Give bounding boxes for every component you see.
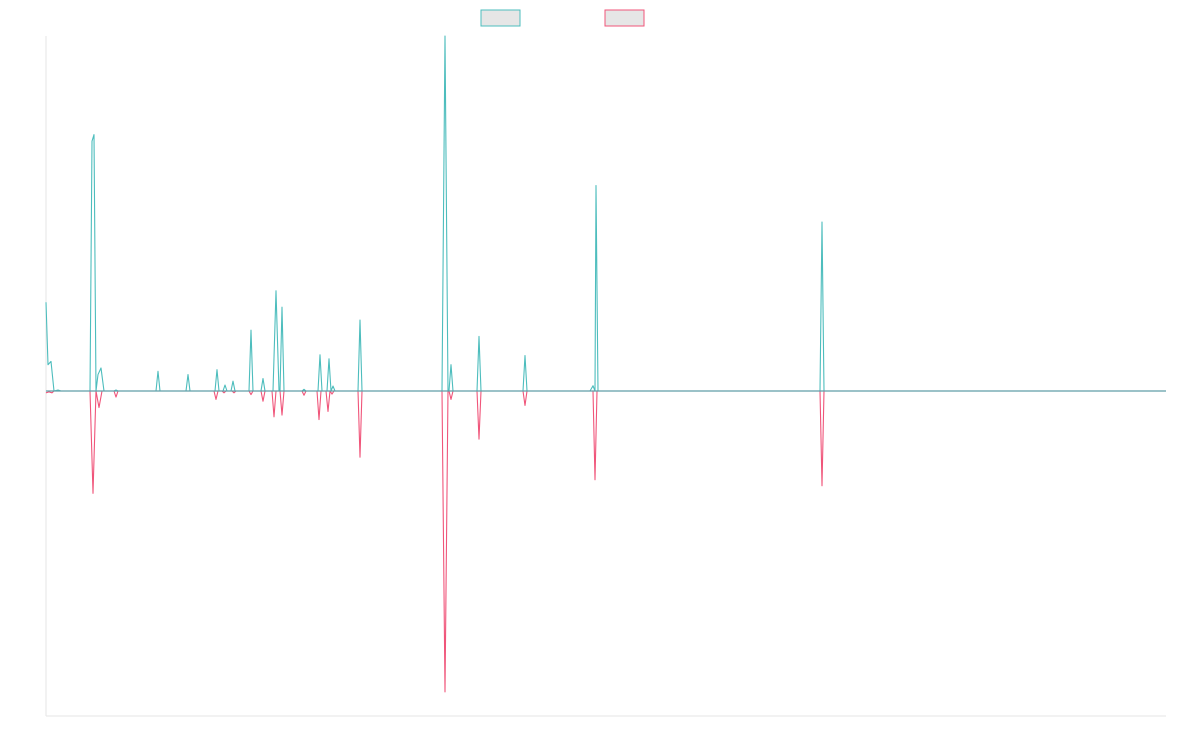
legend-swatch-1[interactable]	[480, 9, 521, 27]
legend	[480, 9, 645, 27]
axes	[45, 36, 1166, 717]
legend-swatch-2[interactable]	[604, 9, 645, 27]
series-line-2	[45, 390, 1166, 693]
series-lines	[45, 35, 1166, 693]
series-line-1	[45, 35, 1166, 392]
